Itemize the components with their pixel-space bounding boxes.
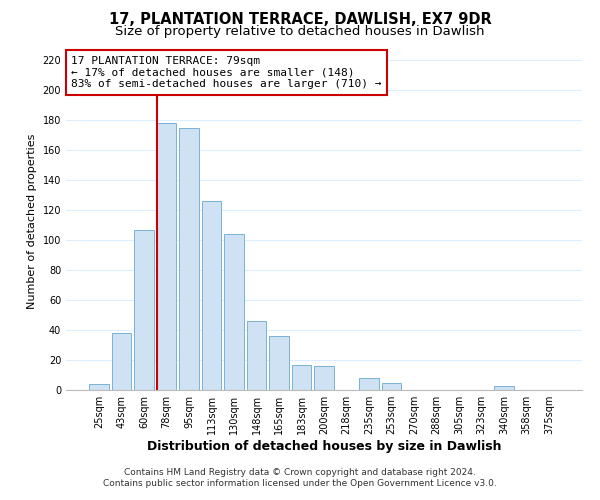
Bar — [269, 336, 289, 390]
Bar — [314, 366, 334, 390]
Bar — [224, 234, 244, 390]
Bar — [292, 364, 311, 390]
Bar — [382, 382, 401, 390]
Bar — [202, 201, 221, 390]
Bar — [247, 321, 266, 390]
Text: Contains HM Land Registry data © Crown copyright and database right 2024.
Contai: Contains HM Land Registry data © Crown c… — [103, 468, 497, 487]
X-axis label: Distribution of detached houses by size in Dawlish: Distribution of detached houses by size … — [147, 440, 501, 453]
Text: 17 PLANTATION TERRACE: 79sqm
← 17% of detached houses are smaller (148)
83% of s: 17 PLANTATION TERRACE: 79sqm ← 17% of de… — [71, 56, 382, 89]
Bar — [179, 128, 199, 390]
Bar — [134, 230, 154, 390]
Bar — [494, 386, 514, 390]
Y-axis label: Number of detached properties: Number of detached properties — [27, 134, 37, 309]
Text: 17, PLANTATION TERRACE, DAWLISH, EX7 9DR: 17, PLANTATION TERRACE, DAWLISH, EX7 9DR — [109, 12, 491, 28]
Bar — [112, 333, 131, 390]
Bar — [157, 123, 176, 390]
Text: Size of property relative to detached houses in Dawlish: Size of property relative to detached ho… — [115, 25, 485, 38]
Bar — [359, 378, 379, 390]
Bar — [89, 384, 109, 390]
